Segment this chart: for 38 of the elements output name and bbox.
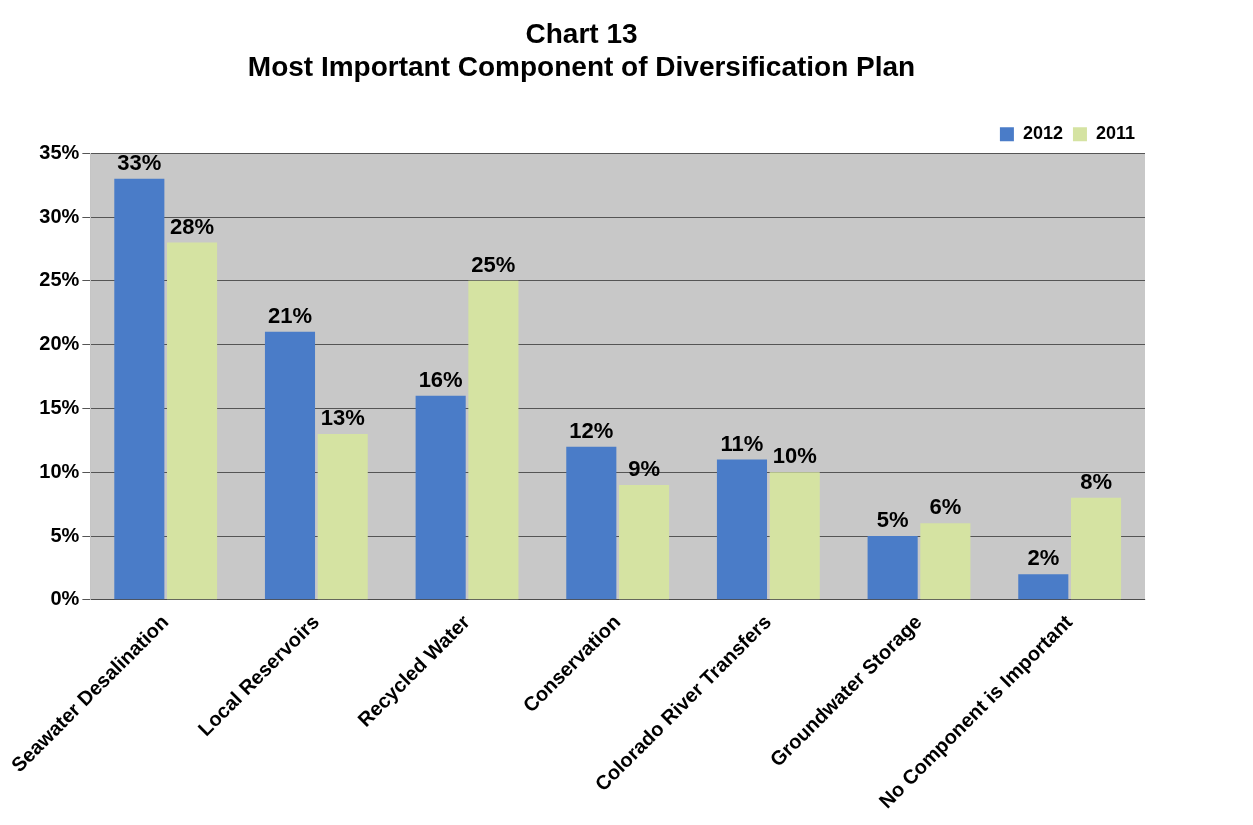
- data-label: 13%: [320, 405, 365, 430]
- legend-label: 2011: [1095, 123, 1136, 144]
- data-label: 8%: [1080, 468, 1112, 494]
- y-tick-label: 5%: [50, 523, 80, 546]
- data-label: 2%: [1027, 545, 1060, 571]
- data-label: 28%: [170, 213, 215, 239]
- data-label: 21%: [267, 302, 313, 328]
- data-label: 16%: [418, 366, 463, 392]
- legend-label: 2012: [1022, 123, 1063, 144]
- bar: [264, 331, 316, 600]
- data-label: 33%: [117, 149, 162, 175]
- y-tick-label: 15%: [39, 395, 80, 418]
- bar: [867, 536, 918, 600]
- y-tick-label: 10%: [39, 459, 80, 482]
- data-label: 6%: [929, 494, 962, 520]
- y-tick-label: 35%: [39, 140, 80, 163]
- data-label: 11%: [720, 430, 764, 456]
- bar: [716, 459, 768, 600]
- data-label: 10%: [772, 443, 817, 469]
- y-tick-label: 30%: [39, 204, 80, 227]
- bar: [1018, 574, 1069, 600]
- bar: [769, 472, 820, 600]
- y-tick-label: 0%: [50, 587, 80, 610]
- bar: [1070, 497, 1122, 600]
- bar: [920, 523, 971, 600]
- bar: [566, 446, 617, 600]
- bar: [114, 178, 165, 600]
- chart-title: Chart 13 Most Important Component of Diversification Plan: [247, 17, 916, 83]
- data-label: 12%: [569, 417, 614, 443]
- data-label: 5%: [876, 507, 909, 533]
- data-label: 25%: [471, 251, 516, 277]
- bar: [619, 484, 670, 600]
- bar: [468, 280, 519, 600]
- bar: [415, 395, 466, 600]
- y-tick-label: 20%: [39, 332, 80, 355]
- bar: [167, 242, 218, 600]
- y-tick-label: 25%: [39, 268, 80, 291]
- bar: [317, 433, 368, 600]
